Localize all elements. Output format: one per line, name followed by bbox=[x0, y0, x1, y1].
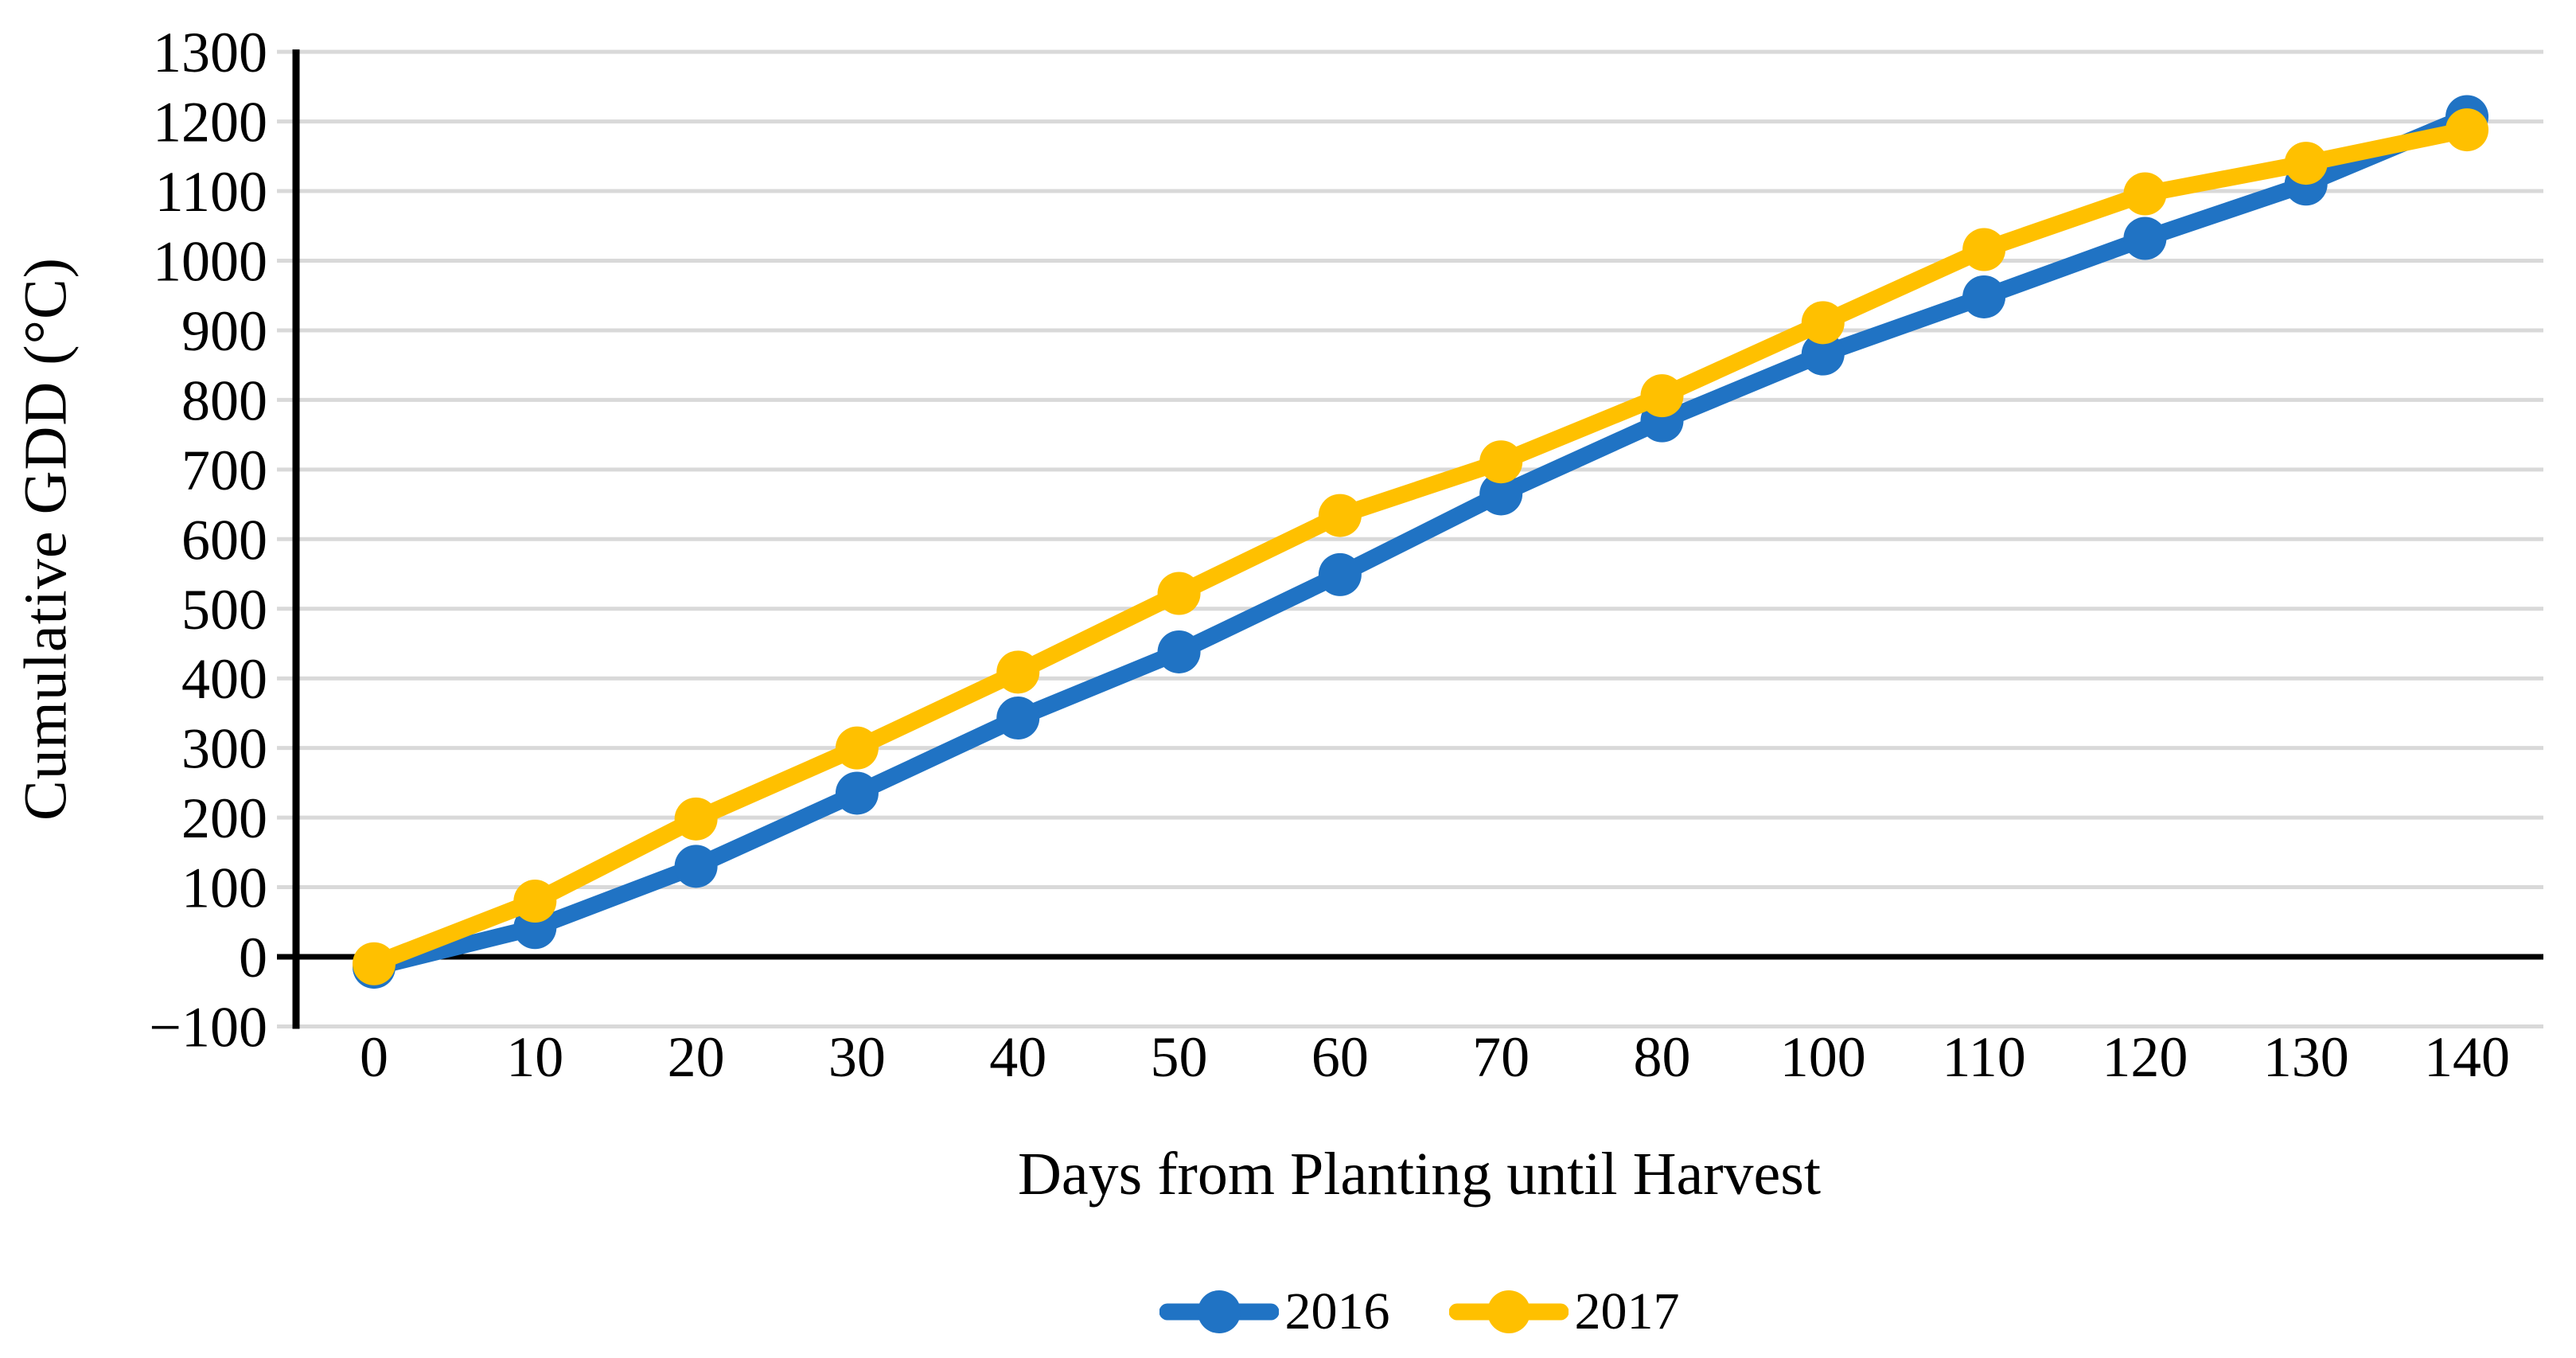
legend-item-2016: 2016 bbox=[1159, 1286, 1390, 1338]
y-tick-label: 1000 bbox=[153, 230, 267, 294]
y-tick-label: 0 bbox=[239, 926, 267, 989]
data-point-2016-day-110 bbox=[1962, 275, 2006, 318]
legend-label-2017: 2017 bbox=[1574, 1282, 1680, 1340]
legend: 2016 2017 bbox=[296, 1272, 2543, 1352]
data-point-2017-day-130 bbox=[2284, 142, 2328, 185]
y-tick-label: 1300 bbox=[153, 21, 267, 84]
data-point-2016-day-20 bbox=[674, 845, 718, 888]
data-point-2016-day-100 bbox=[1801, 332, 1845, 376]
y-axis-title: Cumulative GDD (°C) bbox=[12, 257, 80, 821]
data-point-2017-day-100 bbox=[1801, 301, 1845, 345]
y-tick-label: 200 bbox=[181, 786, 267, 850]
x-tick-label: 70 bbox=[1472, 1025, 1530, 1089]
x-tick-label: 130 bbox=[2263, 1025, 2349, 1089]
data-point-2017-day-0 bbox=[353, 942, 396, 985]
data-point-2017-day-50 bbox=[1157, 572, 1201, 615]
x-tick-label: 40 bbox=[989, 1025, 1046, 1089]
y-tick-label: 300 bbox=[181, 717, 267, 781]
y-tick-label: 400 bbox=[181, 647, 267, 711]
y-tick-label: 500 bbox=[181, 578, 267, 642]
x-tick-label: 100 bbox=[1780, 1025, 1866, 1089]
x-tick-label: 80 bbox=[1633, 1025, 1690, 1089]
series-line-2016 bbox=[365, 107, 2476, 976]
y-tick-label: 900 bbox=[181, 299, 267, 363]
data-point-2017-day-10 bbox=[513, 880, 557, 923]
y-tick-label: 600 bbox=[181, 508, 267, 572]
y-tick-label: 1100 bbox=[155, 160, 267, 224]
data-point-2017-day-40 bbox=[996, 650, 1040, 694]
legend-label-2016: 2016 bbox=[1284, 1282, 1390, 1340]
y-tick-label: 700 bbox=[181, 439, 267, 502]
x-tick-label: 20 bbox=[668, 1025, 725, 1089]
x-tick-label: 50 bbox=[1151, 1025, 1208, 1089]
x-tick-label: 0 bbox=[360, 1025, 388, 1089]
data-point-2016-day-30 bbox=[835, 771, 879, 815]
data-point-2016-day-120 bbox=[2123, 217, 2167, 260]
series-line-2017 bbox=[365, 121, 2476, 973]
x-tick-label: 110 bbox=[1942, 1025, 2025, 1089]
data-point-2016-day-60 bbox=[1318, 552, 1362, 596]
data-point-2017-day-30 bbox=[835, 726, 879, 770]
data-point-2017-day-80 bbox=[1640, 374, 1684, 418]
legend-marker-2016-icon bbox=[1159, 1290, 1279, 1333]
data-point-2017-day-140 bbox=[2445, 108, 2489, 152]
legend-marker-2017-icon bbox=[1448, 1290, 1569, 1333]
y-tick-label: 100 bbox=[181, 857, 267, 920]
data-point-2017-day-20 bbox=[674, 797, 718, 841]
y-tick-label: 800 bbox=[181, 369, 267, 432]
data-point-2017-day-110 bbox=[1962, 228, 2006, 271]
x-tick-label: 30 bbox=[828, 1025, 886, 1089]
data-point-2017-day-60 bbox=[1318, 494, 1362, 537]
data-point-2017-day-70 bbox=[1479, 440, 1523, 484]
data-point-2016-day-70 bbox=[1479, 472, 1523, 516]
y-tick-label: 1200 bbox=[153, 91, 267, 154]
x-axis-title: Days from Planting until Harvest bbox=[1018, 1141, 1821, 1208]
legend-item-2017: 2017 bbox=[1448, 1282, 1680, 1340]
x-tick-label: 60 bbox=[1311, 1025, 1369, 1089]
x-tick-label: 140 bbox=[2424, 1025, 2510, 1089]
data-point-2016-day-40 bbox=[996, 697, 1040, 740]
data-point-2017-day-120 bbox=[2123, 172, 2167, 216]
x-tick-label: 10 bbox=[506, 1025, 563, 1089]
y-tick-label: −100 bbox=[149, 995, 267, 1059]
data-point-2016-day-50 bbox=[1157, 630, 1201, 673]
x-tick-label: 120 bbox=[2102, 1025, 2188, 1089]
